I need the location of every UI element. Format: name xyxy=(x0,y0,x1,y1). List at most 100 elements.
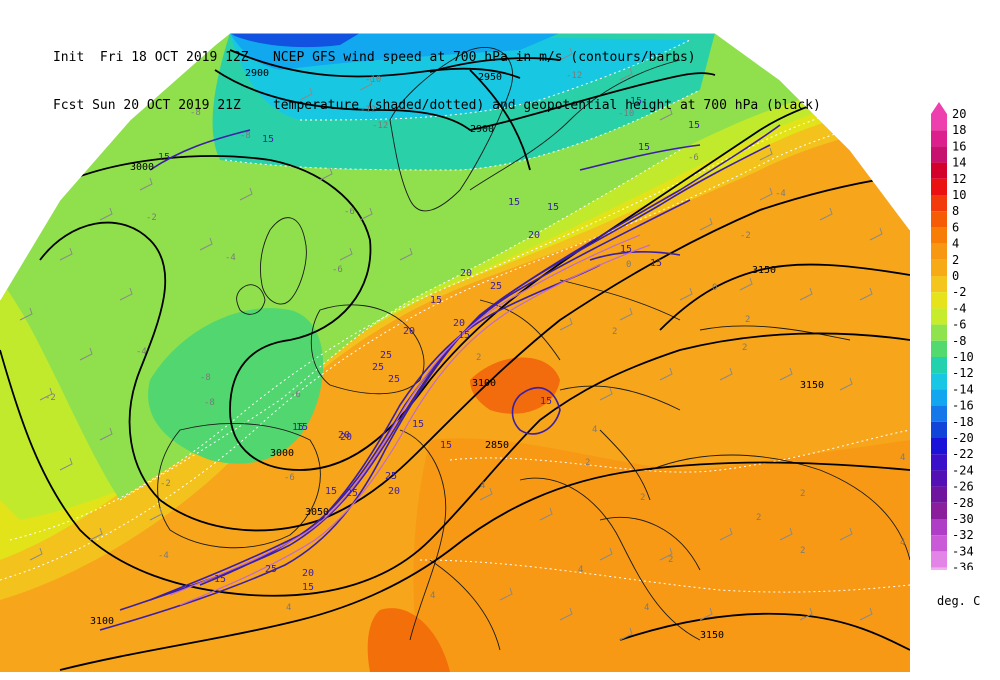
temp-label: -6 xyxy=(284,473,295,483)
temp-label: 4 xyxy=(644,603,649,613)
temp-label: 2 xyxy=(745,315,750,325)
temp-label: -4 xyxy=(775,189,786,199)
wind-label: 25 xyxy=(385,471,397,482)
legend-label: -22 xyxy=(952,447,974,461)
temp-label: -2 xyxy=(45,393,56,403)
temp-label: 2 xyxy=(800,489,805,499)
legend-label: -34 xyxy=(952,544,974,558)
temp-labels: -12 -12 -12 -10 -8 -8 -10 -6 -6 -6 -4 -2… xyxy=(45,71,905,613)
legend-label: 14 xyxy=(952,156,966,170)
temp-label: -2 xyxy=(740,231,751,241)
legend-label: 18 xyxy=(952,123,966,137)
wind-label: 15 xyxy=(158,152,170,163)
temp-label: -12 xyxy=(566,71,582,81)
color-legend: 20 18 16 14 12 10 8 6 4 2 0 -2 -4 -6 -8 -10 -12 -14 -16 -18… xyxy=(928,100,992,570)
temp-label: 4 xyxy=(592,425,597,435)
legend-swatch xyxy=(931,373,947,390)
product-description-2: temperature (shaded/dotted) and geopoten… xyxy=(272,98,821,113)
temp-label: -8 xyxy=(240,131,251,141)
wind-label: 25 xyxy=(490,281,502,292)
temp-label: 2 xyxy=(742,343,747,353)
temp-label: 4 xyxy=(480,481,485,491)
legend-swatch xyxy=(931,405,947,422)
legend-label: -28 xyxy=(952,496,974,510)
isotherms xyxy=(0,39,910,593)
header-line-1: Init Fri 18 OCT 2019 12Z NCEP GFS wind sp… xyxy=(6,34,906,65)
legend-label: -32 xyxy=(952,528,974,542)
legend-label: -2 xyxy=(952,285,966,299)
temp-label: 4 xyxy=(900,538,905,548)
wind-label: 15 xyxy=(630,96,642,107)
temp-label: 2 xyxy=(800,546,805,556)
height-label: 2900 xyxy=(245,68,269,79)
legend-label: 2 xyxy=(952,253,959,267)
temp-label: -10 xyxy=(365,75,381,85)
domain-outline xyxy=(0,32,911,301)
temp-label: -6 xyxy=(332,265,343,275)
legend-label: 8 xyxy=(952,204,959,218)
temp-label: 2 xyxy=(640,493,645,503)
legend-swatch xyxy=(931,211,947,228)
legend-swatch xyxy=(931,486,947,503)
wind-label: 15 xyxy=(430,295,442,306)
wind-label: 20 xyxy=(460,268,472,279)
legend-label: -26 xyxy=(952,480,974,494)
legend-swatch xyxy=(931,567,947,570)
temp-label: 0 xyxy=(712,283,717,293)
legend-swatch xyxy=(931,276,947,293)
legend-label: -20 xyxy=(952,431,974,445)
temp-label: -8 xyxy=(200,373,211,383)
wind-15b xyxy=(99,144,771,631)
wind-label: 15 xyxy=(540,396,552,407)
wind-label: 20 xyxy=(302,568,314,579)
legend-swatch xyxy=(931,324,947,341)
height-label: 2850 xyxy=(485,440,509,451)
legend-swatch xyxy=(931,130,947,147)
height-3150b xyxy=(659,263,910,331)
temp-label: 2 xyxy=(476,353,481,363)
temp-band-6 xyxy=(367,608,450,672)
wind-label: 20 xyxy=(340,432,352,443)
temp-label: -6 xyxy=(290,390,301,400)
wind-label: 15 xyxy=(302,582,314,593)
wind-15c xyxy=(149,129,251,171)
wind-label: 15 xyxy=(262,134,274,145)
wind-label: 15 xyxy=(440,440,452,451)
legend-label: 10 xyxy=(952,188,966,202)
legend-swatch xyxy=(931,357,947,374)
temp-label: -2 xyxy=(160,479,171,489)
product-description: NCEP GFS wind speed at 700 hPa in m/s (c… xyxy=(272,50,696,65)
temp-label: -4 xyxy=(136,347,147,357)
height-3100 xyxy=(0,332,910,597)
temp-label: 4 xyxy=(430,591,435,601)
legend-swatch xyxy=(931,178,947,195)
legend-swatch xyxy=(931,438,947,455)
legend-swatch xyxy=(931,470,947,487)
header-line-2: Fcst Sun 20 OCT 2019 21Z temperature (sha… xyxy=(6,82,906,113)
wind-label: 15 xyxy=(325,486,337,497)
wind-label: 25 xyxy=(388,374,400,385)
wind-label: 20 xyxy=(338,430,350,441)
height-contours xyxy=(0,49,910,671)
wind-15a xyxy=(119,124,781,611)
wind-15d xyxy=(579,144,701,171)
temp-label: 0 xyxy=(626,260,631,270)
temp-label: -6 xyxy=(344,207,355,217)
height-label: 3100 xyxy=(472,378,496,389)
wind-label: 15 xyxy=(296,422,308,433)
wind-label: 20 xyxy=(403,326,415,337)
legend-swatch xyxy=(931,292,947,309)
legend-label: -12 xyxy=(952,366,974,380)
legend-label: -10 xyxy=(952,350,974,364)
wind-label: 15 xyxy=(688,120,700,131)
legend-swatch xyxy=(931,535,947,552)
height-label: 3150 xyxy=(800,380,824,391)
temp-label: -6 xyxy=(688,153,699,163)
wind-contour-labels: 15 15 15 15 20 15 20 25 20 15 15 15 25 1… xyxy=(158,96,700,593)
legend-label: -24 xyxy=(952,463,974,477)
temp-label: -4 xyxy=(225,253,236,263)
legend-swatch xyxy=(931,227,947,244)
wind-contours-light xyxy=(169,234,651,606)
